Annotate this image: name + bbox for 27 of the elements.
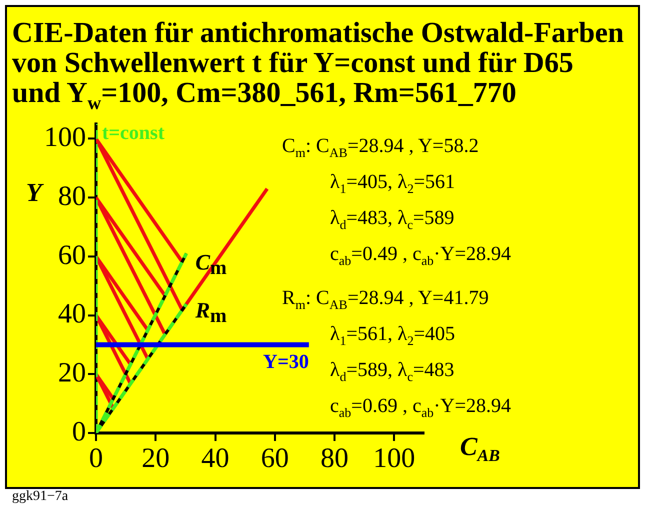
y-tick-label: 80 bbox=[58, 180, 86, 212]
annotation: λ$_{1}$=561, λ$_{2}$=405 bbox=[330, 322, 456, 350]
y-tick-label: 40 bbox=[58, 298, 86, 330]
x-tick-label: 100 bbox=[373, 443, 416, 474]
y-axis-title: Y bbox=[26, 178, 42, 208]
x-axis-title: C$_{AB}$ bbox=[460, 432, 500, 466]
y-tick-label: 20 bbox=[58, 358, 86, 388]
series-label: t=const bbox=[102, 122, 165, 144]
annotation: c$_{ab}$=0.49 , c$_{ab}$·Y=28.94 bbox=[330, 242, 511, 270]
y-tick-label: 60 bbox=[58, 240, 86, 271]
annotation: Cm bbox=[195, 249, 228, 279]
x-tick-label: 20 bbox=[142, 443, 170, 474]
x-tick-label: 40 bbox=[201, 443, 230, 474]
annotation: λ$_{1}$=405, λ$_{2}$=561 bbox=[330, 170, 456, 198]
text: ggk91−7a bbox=[12, 489, 68, 505]
x-tick-label: 60 bbox=[260, 443, 289, 474]
annotation: λ$_{d}$=589, λ$_{c}$=483 bbox=[330, 358, 456, 386]
annotation: R$_{m}$: C$_{AB}$=28.94 , Y=41.79 bbox=[282, 286, 490, 314]
annotation: c$_{ab}$=0.69 , c$_{ab}$·Y=28.94 bbox=[330, 394, 511, 422]
series-label: Y=30 bbox=[263, 350, 309, 373]
annotation: C$_{m}$: C$_{AB}$=28.94 , Y=58.2 bbox=[282, 134, 480, 162]
x-tick-label: 80 bbox=[320, 443, 349, 474]
annotation: λ$_{d}$=483, λ$_{c}$=589 bbox=[330, 206, 456, 234]
chart-title: CIE-Daten für antichromatische Ostwald-Farben von Schwellenwert t für Y=const und für D65 und Y$_{w}$=100, Cm=380_561, Rm=561_770 bbox=[12, 17, 624, 116]
annotation: Rm bbox=[194, 298, 228, 328]
y-tick-label: 100 bbox=[44, 122, 86, 154]
y-tick-label: 0 bbox=[72, 416, 86, 448]
